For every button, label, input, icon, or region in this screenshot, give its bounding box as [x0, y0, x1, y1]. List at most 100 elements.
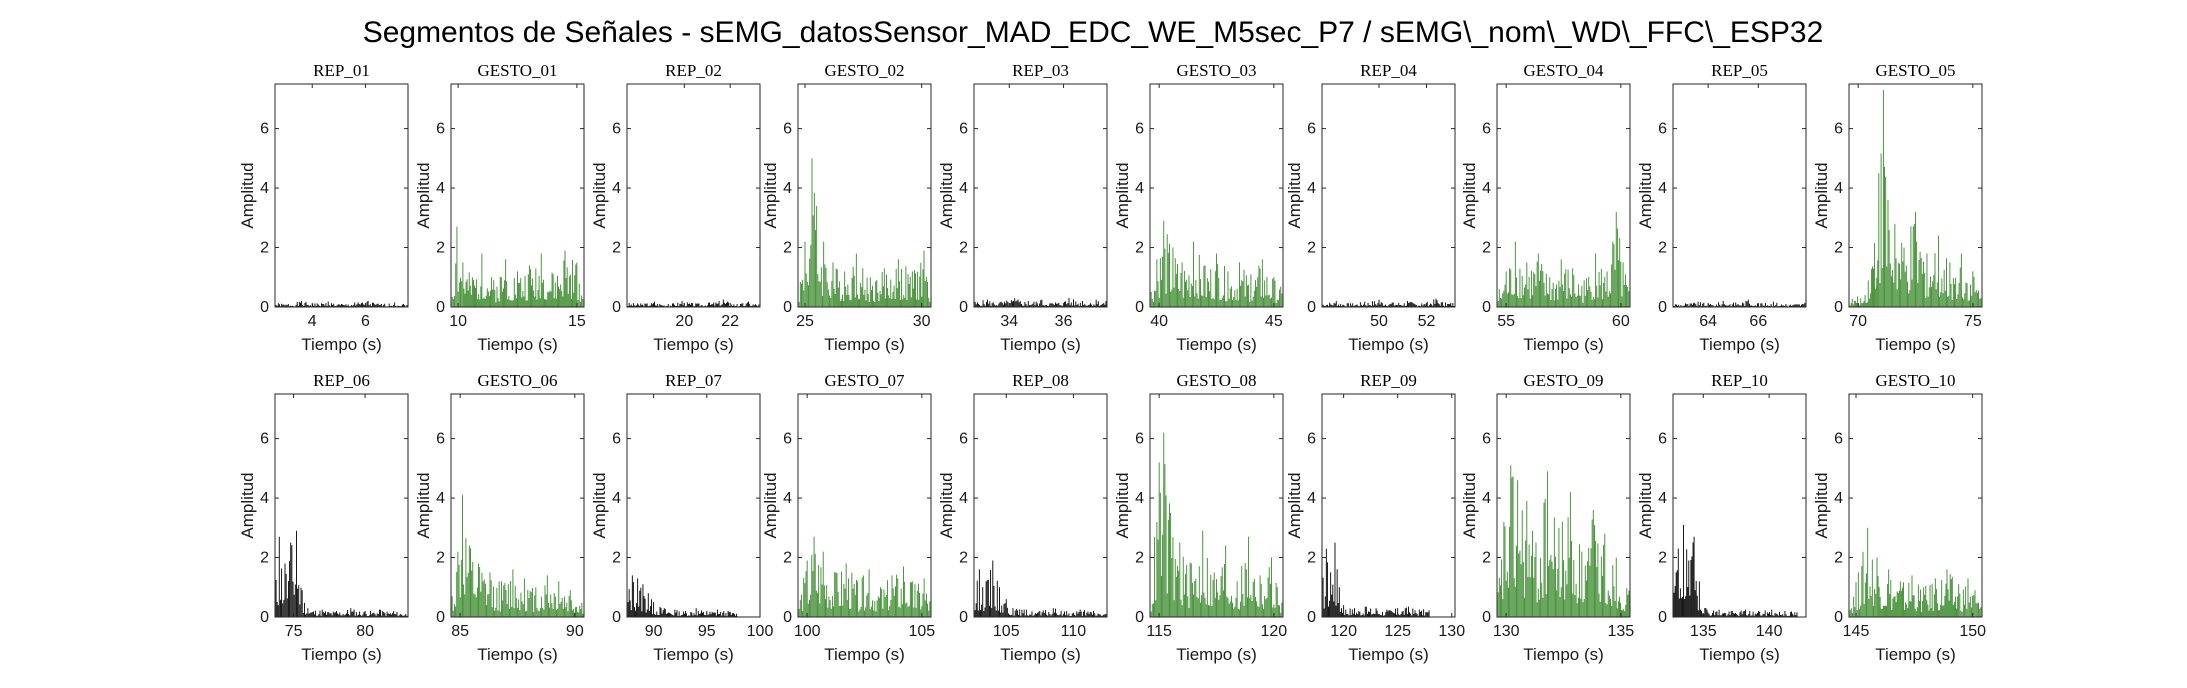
plot-area — [798, 84, 931, 307]
y-axis-label: Amplitud — [238, 472, 257, 538]
x-tick-label: 135 — [1690, 623, 1717, 640]
y-tick-label: 4 — [260, 180, 269, 197]
y-tick-label: 2 — [436, 240, 445, 257]
x-axis-label: Tiempo (s) — [1176, 335, 1257, 354]
y-tick-label: 2 — [1135, 240, 1144, 257]
subplot-1: 0 2 4 6 4 6 REP_01 Tiempo (s) Amplitud — [238, 61, 409, 354]
x-axis-label: Tiempo (s) — [477, 645, 558, 664]
y-tick-label: 4 — [436, 180, 445, 197]
y-axis-label: Amplitud — [1285, 472, 1304, 538]
y-tick-label: 0 — [1834, 299, 1843, 316]
x-axis-label: Tiempo (s) — [301, 645, 382, 664]
y-tick-label: 2 — [959, 240, 968, 257]
subplot-17: 0 2 4 6 120 125 130 REP_09 Tiempo (s) Amplitud — [1285, 371, 1465, 664]
y-axis-label: Amplitud — [937, 162, 956, 228]
subplot-title: REP_01 — [313, 61, 370, 80]
y-tick-label: 6 — [1135, 121, 1144, 138]
y-tick-label: 4 — [1482, 490, 1491, 507]
x-axis-label: Tiempo (s) — [1348, 645, 1429, 664]
x-tick-label: 45 — [1265, 313, 1283, 330]
y-tick-label: 4 — [783, 490, 792, 507]
x-tick-label: 22 — [721, 313, 739, 330]
y-tick-label: 0 — [612, 609, 621, 626]
plot-area — [974, 394, 1107, 617]
y-tick-label: 2 — [959, 550, 968, 567]
y-tick-label: 6 — [1307, 121, 1316, 138]
subplot-title: GESTO_10 — [1876, 371, 1956, 390]
x-axis-label: Tiempo (s) — [1176, 645, 1257, 664]
subplot-16: 0 2 4 6 115 120 GESTO_08 Tiempo (s) Amplitud — [1113, 371, 1287, 664]
axes-frame — [1672, 393, 1807, 618]
x-tick-label: 145 — [1843, 623, 1870, 640]
plot-area — [1673, 394, 1806, 617]
axes-frame — [1496, 83, 1631, 308]
axes-frame — [1321, 393, 1456, 618]
subplot-title: REP_06 — [313, 371, 370, 390]
plot-area — [451, 84, 584, 307]
x-tick-label: 36 — [1055, 313, 1073, 330]
subplot-12: 0 2 4 6 85 90 GESTO_06 Tiempo (s) Amplitud — [414, 371, 585, 664]
axes-frame — [450, 83, 585, 308]
x-tick-label: 110 — [1061, 623, 1087, 640]
x-axis-label: Tiempo (s) — [1699, 335, 1780, 354]
plot-area — [974, 84, 1107, 307]
x-axis-label: Tiempo (s) — [1000, 335, 1081, 354]
x-tick-label: 95 — [698, 623, 716, 640]
axes-frame — [1672, 83, 1807, 308]
y-tick-label: 2 — [1834, 240, 1843, 257]
subplot-title: GESTO_03 — [1177, 61, 1257, 80]
y-tick-label: 6 — [1135, 431, 1144, 448]
x-axis-label: Tiempo (s) — [1875, 645, 1956, 664]
axes-frame — [973, 393, 1108, 618]
y-tick-label: 0 — [1135, 609, 1144, 626]
y-tick-label: 4 — [260, 490, 269, 507]
x-axis-label: Tiempo (s) — [653, 645, 734, 664]
subplot-title: REP_02 — [665, 61, 722, 80]
x-axis-label: Tiempo (s) — [1348, 335, 1429, 354]
plot-area — [1673, 84, 1806, 307]
y-axis-label: Amplitud — [414, 162, 433, 228]
y-axis-label: Amplitud — [238, 162, 257, 228]
x-axis-label: Tiempo (s) — [1523, 335, 1604, 354]
y-axis-label: Amplitud — [1636, 162, 1655, 228]
y-tick-label: 0 — [783, 299, 792, 316]
subplot-title: GESTO_05 — [1876, 61, 1956, 80]
y-tick-label: 6 — [1658, 121, 1667, 138]
x-tick-label: 85 — [451, 623, 469, 640]
axes-frame — [450, 393, 585, 618]
axes-frame — [626, 83, 761, 308]
axes-frame — [1848, 83, 1983, 308]
y-tick-label: 6 — [260, 121, 269, 138]
y-tick-label: 2 — [1482, 550, 1491, 567]
y-tick-label: 2 — [783, 550, 792, 567]
x-tick-label: 20 — [675, 313, 693, 330]
x-tick-label: 60 — [1612, 313, 1630, 330]
y-tick-label: 0 — [959, 299, 968, 316]
subplot-4: 0 2 4 6 25 30 GESTO_02 Tiempo (s) Amplitud — [761, 61, 932, 354]
y-tick-label: 0 — [612, 299, 621, 316]
x-tick-label: 10 — [449, 313, 467, 330]
x-tick-label: 140 — [1756, 623, 1783, 640]
subplot-8: 0 2 4 6 55 60 GESTO_04 Tiempo (s) Amplitud — [1460, 61, 1631, 354]
y-tick-label: 0 — [1482, 299, 1491, 316]
y-axis-label: Amplitud — [1812, 472, 1831, 538]
subplot-title: REP_07 — [665, 371, 722, 390]
plot-area — [1849, 394, 1982, 617]
x-tick-label: 30 — [913, 313, 931, 330]
subplot-19: 0 2 4 6 135 140 REP_10 Tiempo (s) Amplitud — [1636, 371, 1807, 664]
y-tick-label: 0 — [436, 299, 445, 316]
y-tick-label: 2 — [612, 240, 621, 257]
y-tick-label: 0 — [959, 609, 968, 626]
y-tick-label: 2 — [1834, 550, 1843, 567]
x-axis-label: Tiempo (s) — [1523, 645, 1604, 664]
axes-frame — [1149, 393, 1284, 618]
axes-frame — [797, 83, 932, 308]
y-tick-label: 2 — [783, 240, 792, 257]
x-tick-label: 40 — [1150, 313, 1168, 330]
y-tick-label: 6 — [436, 431, 445, 448]
x-tick-label: 100 — [794, 623, 821, 640]
y-axis-label: Amplitud — [1812, 162, 1831, 228]
x-tick-label: 80 — [356, 623, 374, 640]
